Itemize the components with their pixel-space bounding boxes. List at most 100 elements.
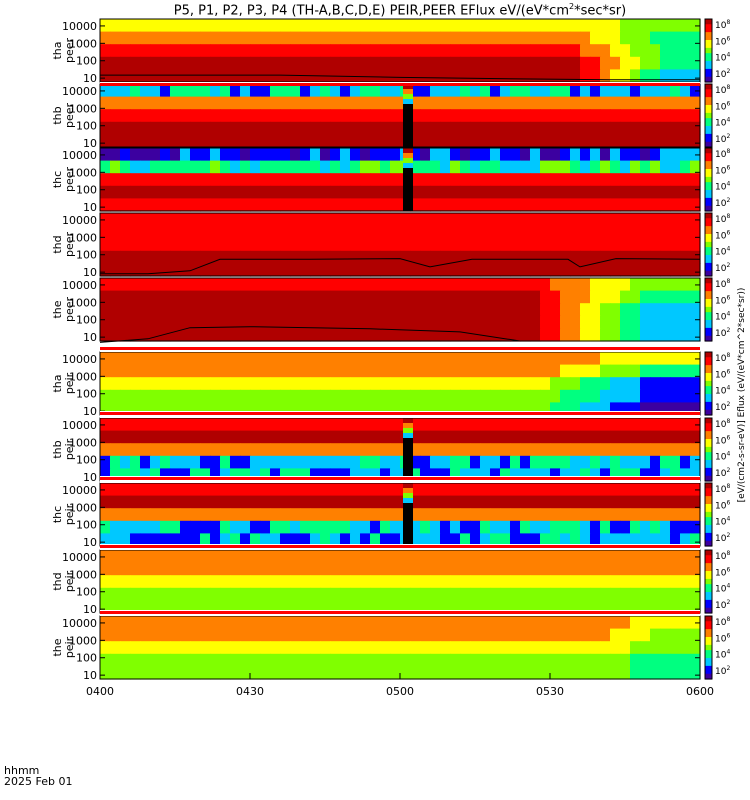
spectrogram-cell xyxy=(680,352,691,366)
colorbar-tick-label: 102 xyxy=(715,68,730,80)
colorbar-tick-label: 108 xyxy=(715,418,730,430)
spectrogram-cell xyxy=(110,402,121,416)
colorbar-segment xyxy=(705,155,712,160)
colorbar-segment xyxy=(705,110,712,114)
spectrogram-cell xyxy=(490,213,501,227)
spectrogram-cell xyxy=(250,225,261,239)
colorbar-tick-label: 102 xyxy=(715,133,730,145)
spectrogram-cell xyxy=(600,315,611,329)
spectrogram-cell xyxy=(400,587,411,601)
spectrogram-cell xyxy=(440,160,451,174)
spectrogram-cell xyxy=(470,641,481,655)
spectrogram-cell xyxy=(610,160,621,174)
spectrogram-cell xyxy=(590,44,601,58)
spectrogram-cell xyxy=(250,290,261,304)
spectrogram-cell xyxy=(280,653,291,667)
spectrogram-cell xyxy=(260,44,271,58)
colorbar-segment xyxy=(705,220,712,225)
spectrogram-cell xyxy=(640,263,651,277)
colorbar-segment xyxy=(705,74,712,78)
spectrogram-cell xyxy=(520,495,531,509)
spectrogram-cell xyxy=(590,198,601,212)
colorbar-tick-exponent: 2 xyxy=(726,599,730,606)
spectrogram-cell xyxy=(160,653,171,667)
spectrogram-cell xyxy=(410,533,421,547)
spectrogram-cell xyxy=(170,352,181,366)
spectrogram-cell xyxy=(500,364,511,378)
spectrogram-cell xyxy=(300,278,311,292)
panel-ylabel-product: peir xyxy=(63,570,76,592)
spectrogram-cell xyxy=(200,628,211,642)
spectrogram-cell xyxy=(240,238,251,252)
spectrogram-cell xyxy=(330,587,341,601)
spectrogram-cell xyxy=(270,56,281,70)
spectrogram-cell xyxy=(690,520,701,534)
spectrogram-cell xyxy=(670,173,681,187)
spectrogram-cell xyxy=(640,250,651,264)
spectrogram-cell xyxy=(320,616,331,630)
spectrogram-cell xyxy=(240,173,251,187)
x-tick-label: 0600 xyxy=(686,685,714,698)
spectrogram-cell xyxy=(230,508,241,522)
spectrogram-cell xyxy=(450,418,461,432)
spectrogram-cell xyxy=(300,616,311,630)
spectrogram-cell xyxy=(110,315,121,329)
spectrogram-cell xyxy=(630,508,641,522)
spectrogram-cell xyxy=(380,443,391,457)
spectrogram-cell xyxy=(250,31,261,45)
colorbar-segment xyxy=(705,76,712,80)
spectrogram-cell xyxy=(500,443,511,457)
spectrogram-cell xyxy=(260,278,271,292)
spectrogram-cell xyxy=(310,328,321,342)
spectrogram-cell xyxy=(130,508,141,522)
spectrogram-cell xyxy=(660,666,671,680)
spectrogram-cell xyxy=(340,134,351,148)
colorbar-segment xyxy=(705,404,712,408)
spectrogram-cell xyxy=(120,185,131,199)
spectrogram-cell xyxy=(440,364,451,378)
y-tick-label: 100 xyxy=(76,314,97,327)
spectrogram-cell xyxy=(440,44,451,58)
spectrogram-cell xyxy=(500,575,511,589)
spectrogram-cell xyxy=(390,84,401,98)
spectrogram-cell xyxy=(570,430,581,444)
colorbar-segment xyxy=(705,605,712,609)
colorbar-segment xyxy=(705,97,712,101)
spectrogram-cell xyxy=(670,44,681,58)
spectrogram-cell xyxy=(530,96,541,110)
spectrogram-cell xyxy=(670,96,681,110)
spectrogram-cell xyxy=(180,443,191,457)
spectrogram-cell xyxy=(260,666,271,680)
spectrogram-cell xyxy=(570,616,581,630)
spectrogram-cell xyxy=(170,160,181,174)
date-label: 2025 Feb 01 xyxy=(4,775,73,788)
spectrogram-cell xyxy=(680,455,691,469)
spectrogram-cell xyxy=(150,641,161,655)
spectrogram-cell xyxy=(570,468,581,482)
spectrogram-cell xyxy=(120,315,131,329)
spectrogram-cell xyxy=(680,173,691,187)
spectrogram-cell xyxy=(120,562,131,576)
spectrogram-cell xyxy=(430,148,441,162)
spectrogram-cell xyxy=(670,389,681,403)
spectrogram-cell xyxy=(210,185,221,199)
spectrogram-cell xyxy=(500,495,511,509)
spectrogram-cell xyxy=(670,69,681,83)
spectrogram-cell xyxy=(500,666,511,680)
spectrogram-cell xyxy=(330,443,341,457)
spectrogram-cell xyxy=(260,495,271,509)
spectrogram-cell xyxy=(140,278,151,292)
spectrogram-cell xyxy=(320,290,331,304)
spectrogram-cell xyxy=(690,303,701,317)
spectrogram-cell xyxy=(150,315,161,329)
spectrogram-cell xyxy=(140,575,151,589)
spectrogram-cell xyxy=(570,495,581,509)
colorbar-segment xyxy=(705,576,712,580)
spectrogram-cell xyxy=(350,352,361,366)
spectrogram-cell xyxy=(100,44,111,58)
spectrogram-cell xyxy=(530,628,541,642)
spectrogram-cell xyxy=(510,562,521,576)
colorbar-segment xyxy=(705,84,712,88)
spectrogram-cell xyxy=(670,56,681,70)
spectrogram-cell xyxy=(330,173,341,187)
